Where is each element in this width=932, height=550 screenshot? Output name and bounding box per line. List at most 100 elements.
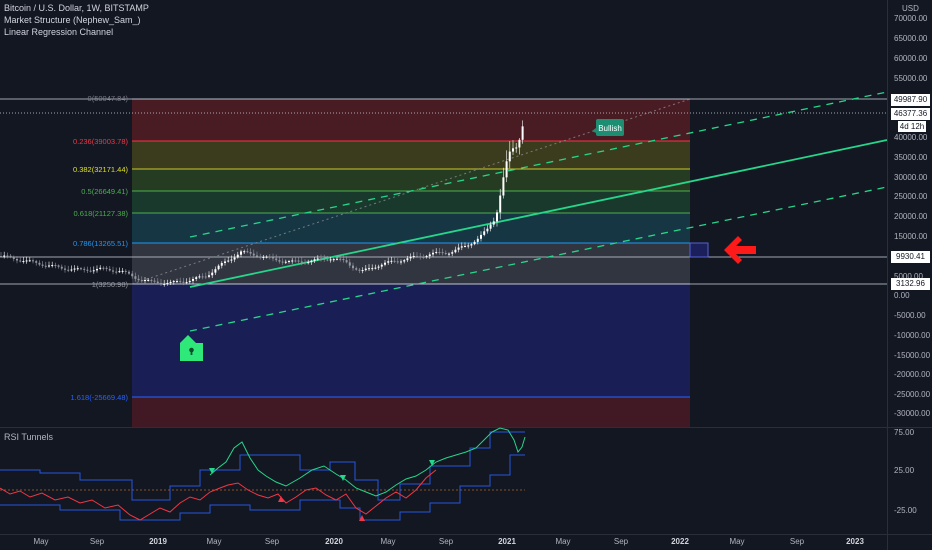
candle-body [281,261,284,263]
candle-body [131,273,134,277]
candle-body [179,281,182,283]
candle-body [105,267,108,269]
candle-body [3,255,6,257]
lock-marker-icon [180,335,203,361]
time-tick-label: May [206,537,222,546]
time-tick-label: May [33,537,49,546]
candle-body [326,259,329,261]
time-tick-label: 2019 [149,537,167,546]
candle-body [54,265,57,267]
candle-body [380,264,383,267]
candle-body [64,268,66,270]
candle-body [384,262,386,265]
rsi-up-marker-3 [429,460,435,466]
rsi-axis[interactable]: 75.00 25.00 -25.00 [888,428,932,534]
candle-body [291,260,294,262]
candle-body [310,260,313,263]
candle-body [518,139,521,148]
candle-body [457,247,460,250]
fib-zone-6 [132,284,690,397]
price-tick-label: 65000.00 [894,34,928,43]
fib-label-1: 1(3250.98) [92,280,129,289]
indicator-market-structure[interactable]: Market Structure (Nephew_Sam_) [4,15,141,25]
candle-body [236,254,239,258]
rsi-panel-title[interactable]: RSI Tunnels [4,432,54,442]
candle-body [454,249,457,253]
candle-body [41,264,44,266]
candle-body [419,256,422,258]
candle-body [284,261,287,263]
candle-body [185,282,188,284]
time-axis[interactable]: May Sep 2019 May Sep 2020 May Sep 2021 May Sep 2022… [0,535,887,550]
candle-body [345,260,348,263]
candle-body [227,260,230,262]
price-tick-label: 30000.00 [894,173,928,182]
price-tick-label: -5000.00 [894,311,926,320]
candle-body [393,260,396,262]
candle-body [374,267,377,269]
candle-body [156,281,159,284]
fib-zone-3 [132,191,690,213]
candle-body [22,261,25,263]
candle-body [12,257,15,259]
fib-label-0382: 0.382(32171.44) [73,165,129,174]
candle-body [51,265,54,267]
time-tick-label: Sep [264,537,280,546]
time-tick-label: 2021 [498,537,516,546]
candle-body [169,282,172,284]
time-tick-label: Sep [89,537,105,546]
rsi-panel [0,427,526,521]
candle-body [166,283,169,285]
price-axis[interactable]: 70000.0065000.0060000.0055000.0050000.00… [888,0,932,428]
fib-label-0618: 0.618(21127.38) [74,209,129,218]
regression-upper [189,91,888,238]
rsi-up-marker-2 [340,475,346,481]
fib-label-05: 0.5(26649.41) [81,187,128,196]
candle-body [300,261,303,263]
candle-body [403,260,406,262]
candle-body [83,268,86,270]
indicator-linear-regression[interactable]: Linear Regression Channel [4,27,114,37]
candle-body [99,267,102,269]
time-tick-label: May [729,537,745,546]
candle-body [217,265,220,270]
regression-mid [189,139,888,288]
candle-body [483,231,486,235]
price-tick-label: -20000.00 [894,370,931,379]
candle-body [339,258,342,260]
countdown-badge: 4d 12h [898,121,926,132]
symbol-title[interactable]: Bitcoin / U.S. Dollar, 1W, BITSTAMP [4,3,149,13]
candle-body [80,268,82,270]
candle-body [316,258,319,260]
candle-body [441,252,444,254]
candle-body [307,262,310,264]
rsi-upper-tunnel [0,431,525,501]
candle-body [144,280,146,282]
price-tick-label: -10000.00 [894,331,931,340]
fib-zone-1 [132,141,690,169]
candle-body [508,151,511,162]
candle-body [198,276,201,278]
candle-body [67,269,70,271]
candle-body [249,251,252,254]
candle-body [435,251,438,253]
candle-body [108,268,111,271]
candle-body [473,241,476,245]
candle-body [243,251,246,253]
candle-body [102,267,105,269]
candle-body [288,260,290,262]
candle-body [147,279,150,281]
fib-zone-5 [132,243,690,284]
candle-body [201,276,204,278]
rsi-up-marker-1 [209,468,215,474]
price-tick-label: 40000.00 [894,133,928,142]
candle-body [60,266,63,269]
rsi-down-marker-2 [359,515,365,521]
time-tick-label: 2023 [846,537,864,546]
fib-label-0236: 0.236(39003.78) [73,137,129,146]
candle-body [275,258,278,261]
candle-body [377,266,380,268]
candle-body [400,261,402,263]
candle-body [480,234,482,239]
